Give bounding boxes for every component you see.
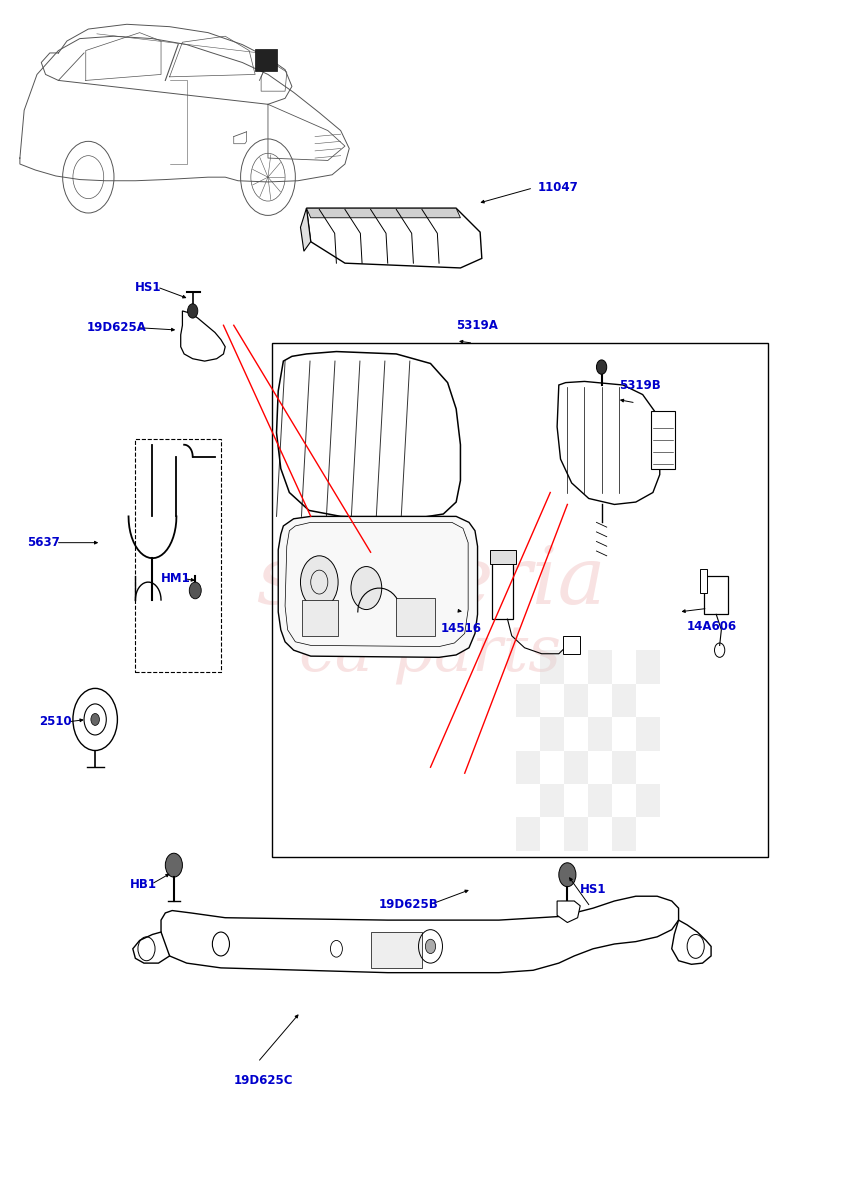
Text: 14A606: 14A606 — [687, 619, 737, 632]
Polygon shape — [276, 352, 461, 518]
Text: scuderia: scuderia — [256, 544, 605, 620]
Circle shape — [597, 360, 607, 374]
Bar — [516, 750, 540, 784]
Circle shape — [189, 582, 201, 599]
Bar — [564, 750, 588, 784]
Text: 14516: 14516 — [441, 622, 482, 635]
Bar — [540, 784, 564, 817]
Bar — [612, 817, 635, 851]
Text: 11047: 11047 — [537, 181, 579, 194]
Text: 2510: 2510 — [39, 715, 71, 728]
Bar — [564, 817, 588, 851]
Bar — [700, 569, 707, 593]
Bar — [564, 684, 588, 718]
Circle shape — [300, 556, 338, 608]
Polygon shape — [557, 382, 660, 504]
Bar — [516, 817, 540, 851]
Text: 19D625A: 19D625A — [87, 322, 146, 334]
Bar — [491, 550, 516, 564]
Polygon shape — [307, 209, 461, 217]
Bar — [651, 412, 675, 469]
Bar — [612, 750, 635, 784]
Circle shape — [351, 566, 381, 610]
Polygon shape — [181, 311, 226, 361]
Text: 5319A: 5319A — [456, 319, 498, 331]
Text: 5637: 5637 — [27, 536, 59, 550]
Bar — [135, 439, 221, 672]
Circle shape — [165, 853, 183, 877]
Polygon shape — [133, 932, 170, 964]
Polygon shape — [672, 920, 711, 965]
Circle shape — [425, 940, 436, 954]
Bar — [255, 49, 276, 71]
Bar — [588, 784, 612, 817]
Bar — [302, 600, 338, 636]
Text: 19D625B: 19D625B — [379, 898, 439, 911]
Text: HS1: HS1 — [580, 882, 607, 895]
Text: 19D625C: 19D625C — [233, 1074, 294, 1087]
Bar — [370, 932, 422, 968]
Polygon shape — [278, 516, 478, 658]
Polygon shape — [300, 209, 311, 251]
Bar — [272, 343, 768, 857]
Bar — [396, 598, 435, 636]
Bar — [563, 636, 580, 654]
Bar — [516, 684, 540, 718]
Polygon shape — [161, 896, 678, 973]
Bar — [588, 718, 612, 750]
Polygon shape — [307, 209, 482, 268]
Bar — [635, 784, 660, 817]
Polygon shape — [557, 901, 580, 923]
Bar — [588, 650, 612, 684]
Text: 5319B: 5319B — [619, 378, 660, 391]
Text: HM1: HM1 — [161, 572, 191, 586]
Circle shape — [188, 304, 198, 318]
Circle shape — [559, 863, 576, 887]
Bar — [635, 718, 660, 750]
Bar — [492, 559, 513, 619]
Bar — [704, 576, 728, 614]
Text: HB1: HB1 — [129, 877, 157, 890]
Text: ca parts: ca parts — [300, 623, 561, 684]
Bar — [612, 684, 635, 718]
Bar — [635, 650, 660, 684]
Bar — [540, 718, 564, 750]
Bar — [540, 650, 564, 684]
Circle shape — [91, 714, 99, 726]
Text: HS1: HS1 — [135, 281, 162, 294]
